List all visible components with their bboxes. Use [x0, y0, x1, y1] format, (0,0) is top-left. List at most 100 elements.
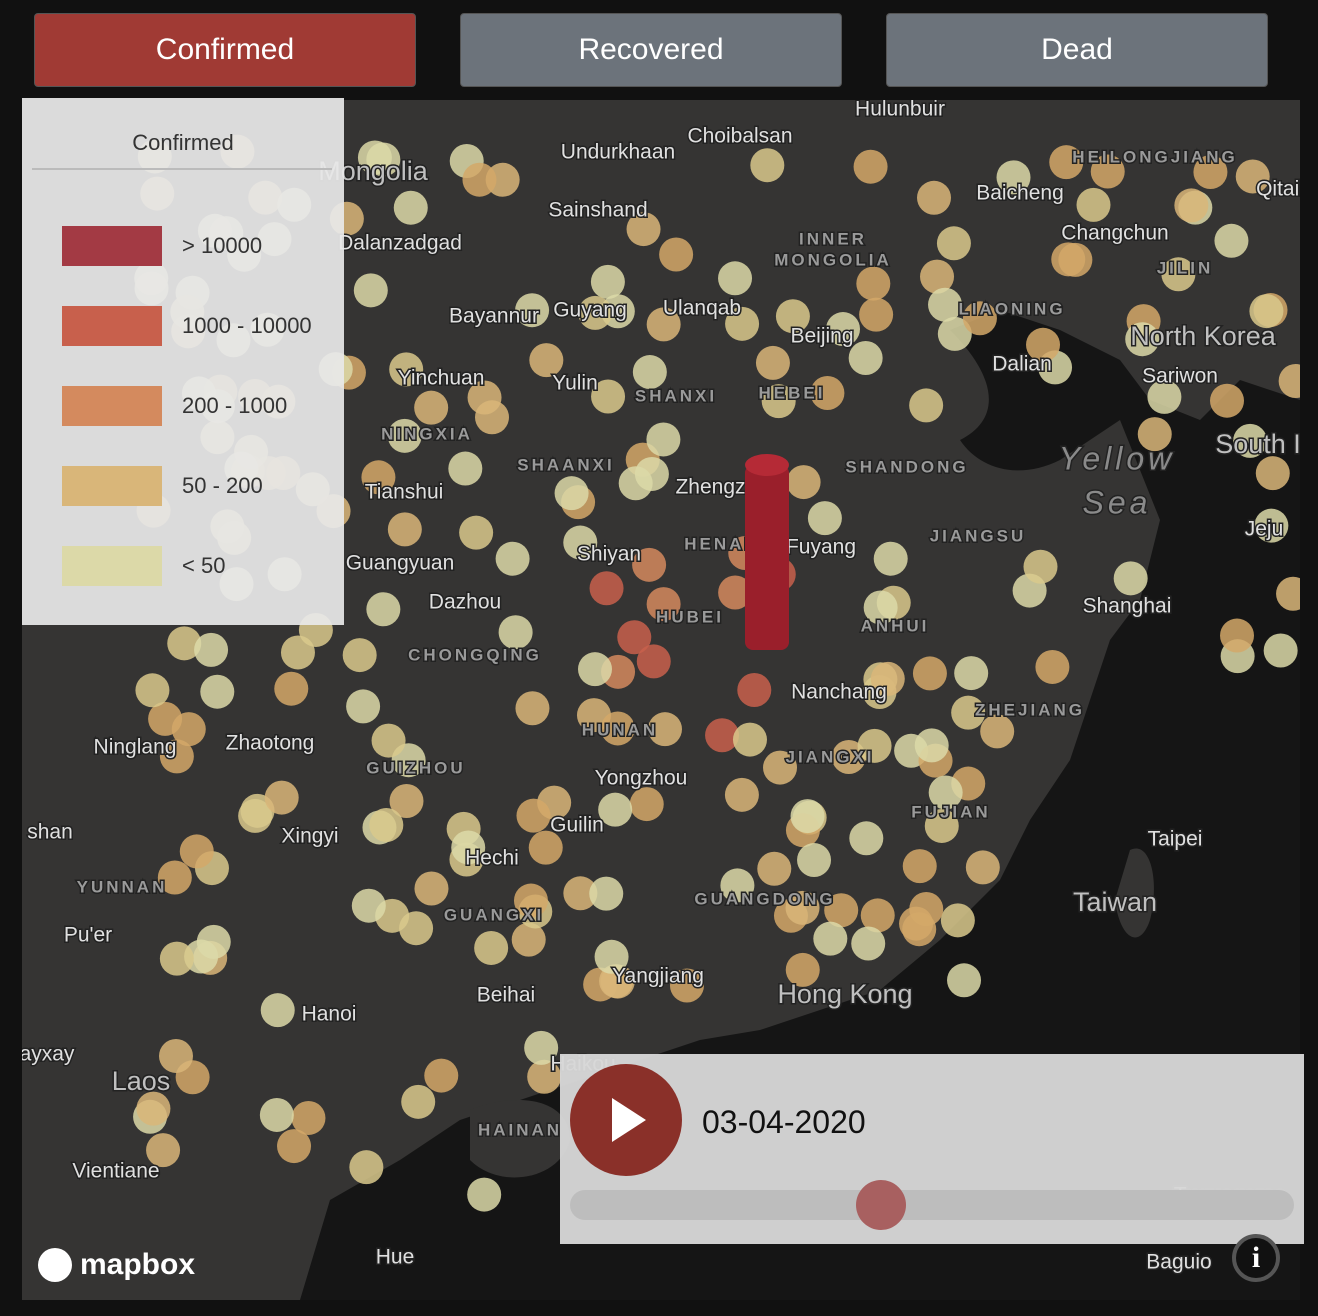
case-circle	[515, 691, 550, 726]
case-circle	[1035, 649, 1070, 684]
case-circle	[264, 780, 299, 815]
map-label: LIAONING	[958, 299, 1065, 318]
legend-item: < 50	[62, 546, 225, 586]
case-circle	[1026, 327, 1061, 362]
case-circle	[1210, 383, 1245, 418]
case-circle	[342, 638, 377, 673]
map-label: HAINAN	[478, 1120, 562, 1139]
case-circle	[527, 1059, 562, 1094]
map-label: Undurkhaan	[561, 141, 675, 164]
case-circle	[414, 390, 449, 425]
case-circle	[515, 293, 550, 328]
map-label: Beijing	[790, 325, 853, 348]
case-circle	[775, 299, 810, 334]
case-circle	[194, 632, 229, 667]
case-circle	[414, 871, 449, 906]
case-circle	[790, 799, 825, 834]
case-circle	[516, 798, 551, 833]
tab-dead[interactable]: Dead	[886, 13, 1268, 87]
case-circle	[750, 148, 785, 183]
case-circle	[451, 830, 486, 865]
case-circle	[589, 571, 624, 606]
case-circle	[600, 711, 635, 746]
case-circle	[474, 400, 509, 435]
slider-thumb[interactable]	[856, 1180, 906, 1230]
case-circle	[785, 890, 820, 925]
map-label: Yongzhou	[595, 767, 688, 790]
slider-track[interactable]	[570, 1190, 1294, 1220]
case-circle	[813, 921, 848, 956]
case-circle	[755, 345, 790, 380]
map-label: Nanchang	[791, 681, 887, 704]
case-circle	[159, 739, 194, 774]
case-circle	[725, 306, 760, 341]
case-circle	[928, 287, 963, 322]
case-circle	[659, 237, 694, 272]
case-circle	[646, 587, 681, 622]
case-circle	[647, 712, 682, 747]
map-label: Vientiane	[72, 1160, 159, 1183]
map-label: Yellow	[1059, 440, 1176, 476]
case-circle	[513, 883, 548, 918]
tab-recovered[interactable]: Recovered	[460, 13, 842, 87]
case-circle	[870, 661, 905, 696]
map-label: Dalian	[992, 353, 1052, 376]
case-circle	[159, 941, 194, 976]
case-circle	[291, 1100, 326, 1135]
case-circle	[902, 849, 937, 884]
case-circle	[848, 340, 883, 375]
map[interactable]: MongoliaUndurkhaanChoibalsanHulunbuirHEI…	[22, 100, 1300, 1300]
map-label: Hue	[376, 1246, 415, 1269]
case-circle	[807, 501, 842, 536]
map-label: HUBEI	[656, 607, 724, 626]
case-circle	[724, 777, 759, 812]
case-circle	[909, 388, 944, 423]
case-circle	[238, 798, 273, 833]
case-circle	[1263, 633, 1298, 668]
case-circle	[826, 312, 861, 347]
legend-item: 50 - 200	[62, 466, 263, 506]
case-circle	[1090, 154, 1125, 189]
case-circle	[914, 728, 949, 763]
map-label: CHONGQING	[408, 645, 542, 664]
legend-title: Confirmed	[132, 130, 234, 155]
map-label: Guilin	[550, 814, 604, 837]
case-circle	[387, 512, 422, 547]
case-circle	[785, 952, 820, 987]
case-circle	[563, 525, 598, 560]
map-label: MONGOLIA	[774, 250, 892, 269]
map-label: shan	[27, 821, 73, 844]
case-circle	[940, 903, 975, 938]
case-circle	[1161, 257, 1196, 292]
map-label: Xingyi	[281, 825, 338, 848]
info-button[interactable]: i	[1232, 1234, 1280, 1282]
case-circle	[646, 307, 681, 342]
map-label: Taiwan	[1073, 887, 1157, 917]
case-circle	[757, 851, 792, 886]
tab-confirmed[interactable]: Confirmed	[34, 13, 416, 87]
map-label: Changchun	[1061, 222, 1168, 245]
case-circle	[863, 590, 898, 625]
map-label: HENAN	[684, 534, 759, 553]
case-circle	[1125, 322, 1160, 357]
case-circle	[594, 939, 629, 974]
mapbox-logo: mapbox	[38, 1248, 195, 1282]
case-circle	[786, 465, 821, 500]
case-circle	[448, 451, 483, 486]
case-circle	[669, 968, 704, 1003]
legend-item: > 10000	[62, 226, 262, 266]
case-circle	[498, 615, 533, 650]
case-circle	[824, 893, 859, 928]
case-circle	[361, 460, 396, 495]
map-label: ayxay	[22, 1043, 75, 1066]
play-button[interactable]	[570, 1064, 682, 1176]
map-label: Tianshui	[365, 481, 444, 504]
map-label: INNER	[799, 229, 867, 248]
map-label: SHAANXI	[517, 455, 615, 474]
case-circle	[629, 787, 664, 822]
case-circle	[389, 352, 424, 387]
map-label: Sainshand	[548, 199, 647, 222]
case-circle	[849, 821, 884, 856]
map-label: Guyang	[553, 299, 627, 322]
